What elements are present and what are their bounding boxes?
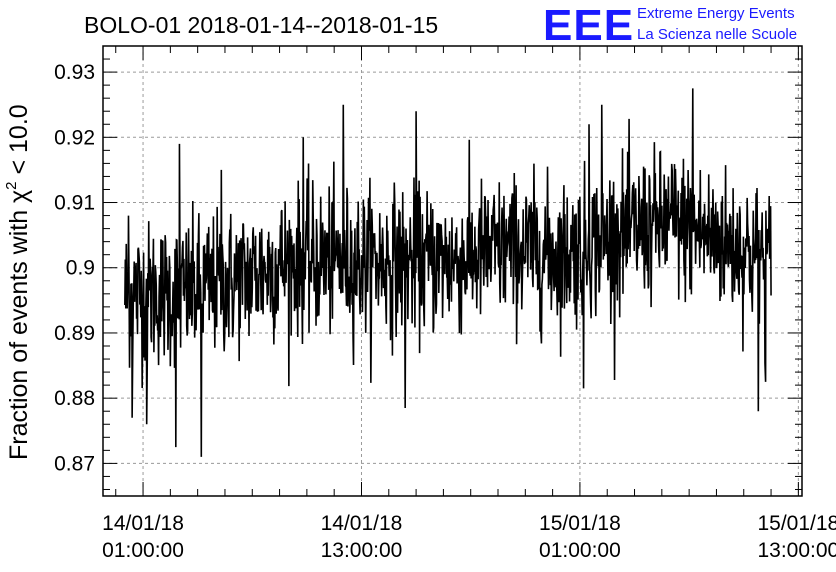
x-tick-label-time: 13:00:00 (757, 539, 836, 562)
plot-frame (102, 45, 803, 497)
logo-mark: EEE (543, 1, 634, 50)
x-tick-label-time: 01:00:00 (539, 539, 621, 562)
eee-logo: EEE Extreme Energy Events La Scienza nel… (543, 1, 797, 50)
y-axis-label: Fraction of events with χ2 < 10.0 (3, 104, 33, 460)
y-tick-label: 0.88 (54, 387, 95, 410)
series-line (124, 88, 772, 457)
x-tick-label-time: 13:00:00 (321, 539, 403, 562)
x-tick-label-time: 01:00:00 (102, 539, 184, 562)
y-axis-label-prefix: Fraction of events with (5, 203, 33, 460)
logo-line-2: La Scienza nelle Scuole (637, 26, 797, 43)
plot-area (124, 88, 772, 457)
y-tick-label: 0.89 (54, 322, 95, 345)
logo-line-1: Extreme Energy Events (637, 5, 795, 22)
y-tick-label: 0.87 (54, 452, 95, 475)
x-tick-label-date: 14/01/18 (102, 512, 184, 535)
x-tick-label-date: 14/01/18 (321, 512, 403, 535)
y-axis-label-suffix: < 10.0 (5, 104, 33, 181)
x-tick-label-date: 15/01/18 (757, 512, 836, 535)
y-tick-label: 0.9 (66, 257, 95, 280)
y-tick-label: 0.91 (54, 192, 95, 215)
y-tick-label: 0.92 (54, 126, 95, 149)
axes: 0.87 0.88 0.89 0.9 0.91 0.92 0.93 14/01/18 01:00… (54, 45, 836, 562)
y-axis-label-superscript: 2 (3, 181, 20, 189)
y-tick-label: 0.93 (54, 61, 95, 84)
chart-title: BOLO-01 2018-01-14--2018-01-15 (84, 12, 438, 38)
x-tick-label-date: 15/01/18 (539, 512, 621, 535)
y-axis-label-symbol: χ (5, 190, 33, 203)
